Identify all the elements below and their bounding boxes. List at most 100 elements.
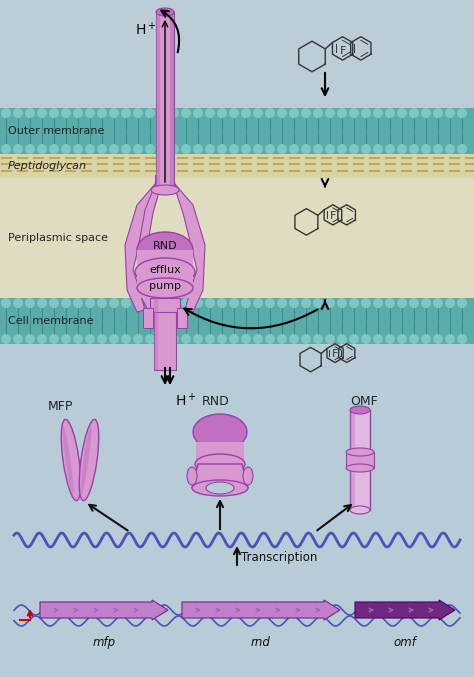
Circle shape — [361, 144, 371, 154]
Circle shape — [13, 108, 23, 118]
Text: efflux: efflux — [149, 265, 181, 275]
Circle shape — [241, 108, 251, 118]
Circle shape — [25, 108, 35, 118]
Circle shape — [301, 144, 311, 154]
Ellipse shape — [195, 454, 245, 474]
Circle shape — [157, 298, 167, 308]
Bar — [170, 12, 174, 190]
Circle shape — [181, 144, 191, 154]
Circle shape — [301, 298, 311, 308]
Bar — [0, 0, 474, 108]
Text: MFP: MFP — [48, 400, 73, 413]
Circle shape — [421, 334, 431, 344]
Circle shape — [337, 144, 347, 154]
Circle shape — [181, 298, 191, 308]
Circle shape — [97, 144, 107, 154]
Bar — [137, 250, 193, 280]
Circle shape — [85, 298, 95, 308]
Ellipse shape — [206, 482, 234, 494]
Circle shape — [121, 108, 131, 118]
Bar — [154, 298, 158, 370]
Circle shape — [253, 298, 263, 308]
Ellipse shape — [187, 467, 197, 485]
Circle shape — [421, 108, 431, 118]
Circle shape — [217, 298, 227, 308]
Circle shape — [133, 298, 143, 308]
Circle shape — [313, 108, 323, 118]
Circle shape — [1, 334, 11, 344]
Circle shape — [205, 298, 215, 308]
Circle shape — [37, 144, 47, 154]
Bar — [0, 108, 474, 154]
Circle shape — [265, 298, 275, 308]
Text: RND: RND — [153, 241, 177, 251]
Circle shape — [349, 298, 359, 308]
Circle shape — [253, 334, 263, 344]
Circle shape — [373, 108, 383, 118]
Circle shape — [73, 108, 83, 118]
Circle shape — [457, 334, 467, 344]
Circle shape — [337, 108, 347, 118]
Circle shape — [361, 108, 371, 118]
Circle shape — [229, 298, 239, 308]
Circle shape — [313, 334, 323, 344]
Circle shape — [217, 334, 227, 344]
Circle shape — [145, 334, 155, 344]
FancyArrow shape — [40, 600, 168, 620]
Circle shape — [229, 334, 239, 344]
Circle shape — [61, 334, 71, 344]
Circle shape — [181, 334, 191, 344]
Circle shape — [109, 298, 119, 308]
Circle shape — [397, 334, 407, 344]
Circle shape — [289, 108, 299, 118]
Circle shape — [13, 334, 23, 344]
Circle shape — [385, 108, 395, 118]
Bar — [177, 308, 187, 328]
Text: Outer membrane: Outer membrane — [8, 126, 104, 136]
Circle shape — [385, 334, 395, 344]
Text: mfp: mfp — [92, 636, 116, 649]
Circle shape — [97, 334, 107, 344]
Ellipse shape — [350, 406, 370, 414]
Polygon shape — [137, 180, 161, 312]
Circle shape — [193, 144, 203, 154]
Bar — [198, 464, 242, 488]
Circle shape — [397, 298, 407, 308]
Text: Cell membrane: Cell membrane — [8, 316, 93, 326]
Circle shape — [241, 334, 251, 344]
Circle shape — [409, 298, 419, 308]
FancyArrow shape — [355, 600, 455, 620]
Polygon shape — [192, 464, 248, 488]
Text: Transcription: Transcription — [241, 552, 318, 565]
Circle shape — [157, 108, 167, 118]
Polygon shape — [125, 175, 156, 312]
Circle shape — [361, 298, 371, 308]
Circle shape — [61, 144, 71, 154]
Circle shape — [265, 334, 275, 344]
Bar — [0, 298, 474, 344]
Bar — [0, 344, 474, 677]
Circle shape — [1, 298, 11, 308]
Ellipse shape — [151, 185, 179, 195]
Ellipse shape — [192, 480, 248, 496]
Bar — [154, 298, 176, 370]
Circle shape — [301, 108, 311, 118]
Circle shape — [169, 144, 179, 154]
Circle shape — [217, 108, 227, 118]
Bar — [0, 178, 474, 298]
Circle shape — [385, 144, 395, 154]
Circle shape — [49, 334, 59, 344]
Bar — [350, 410, 355, 510]
Circle shape — [13, 144, 23, 154]
Circle shape — [229, 108, 239, 118]
Circle shape — [361, 334, 371, 344]
Bar — [143, 308, 153, 328]
Circle shape — [13, 298, 23, 308]
Circle shape — [409, 334, 419, 344]
Circle shape — [433, 108, 443, 118]
Circle shape — [145, 108, 155, 118]
Circle shape — [433, 298, 443, 308]
Bar — [346, 452, 374, 468]
Circle shape — [337, 334, 347, 344]
Circle shape — [349, 334, 359, 344]
